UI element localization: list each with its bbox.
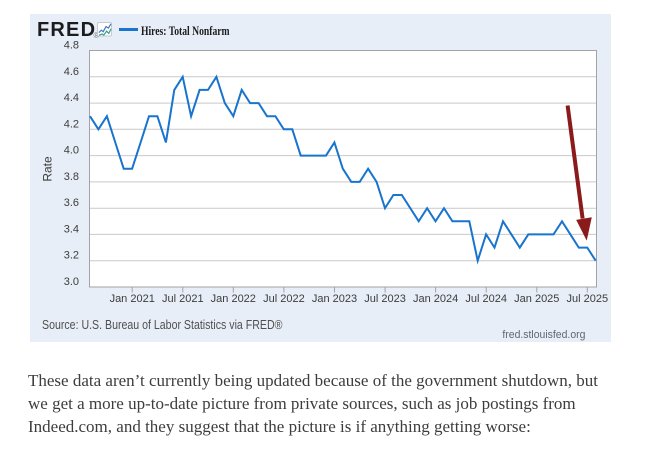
svg-text:Jul 2025: Jul 2025 [567, 293, 609, 305]
svg-text:3.6: 3.6 [64, 197, 79, 209]
svg-text:3.4: 3.4 [64, 223, 79, 235]
svg-text:Jan 2024: Jan 2024 [413, 293, 458, 305]
svg-text:Rate: Rate [41, 156, 55, 182]
svg-text:4.6: 4.6 [64, 66, 79, 78]
svg-text:3.0: 3.0 [64, 276, 79, 288]
svg-text:Jul 2023: Jul 2023 [364, 293, 406, 305]
svg-text:3.8: 3.8 [64, 171, 79, 183]
svg-text:4.8: 4.8 [64, 40, 79, 52]
svg-text:Jul 2024: Jul 2024 [465, 293, 507, 305]
svg-text:Jul 2022: Jul 2022 [263, 293, 305, 305]
svg-text:3.2: 3.2 [64, 250, 79, 262]
svg-text:4.4: 4.4 [64, 92, 79, 104]
svg-text:Jul 2021: Jul 2021 [162, 293, 204, 305]
svg-text:Jan 2025: Jan 2025 [514, 293, 559, 305]
svg-text:4.0: 4.0 [64, 145, 79, 157]
svg-text:4.2: 4.2 [64, 118, 79, 130]
svg-text:Jan 2022: Jan 2022 [211, 293, 256, 305]
svg-text:Jan 2023: Jan 2023 [312, 293, 357, 305]
svg-text:Jan 2021: Jan 2021 [110, 293, 155, 305]
